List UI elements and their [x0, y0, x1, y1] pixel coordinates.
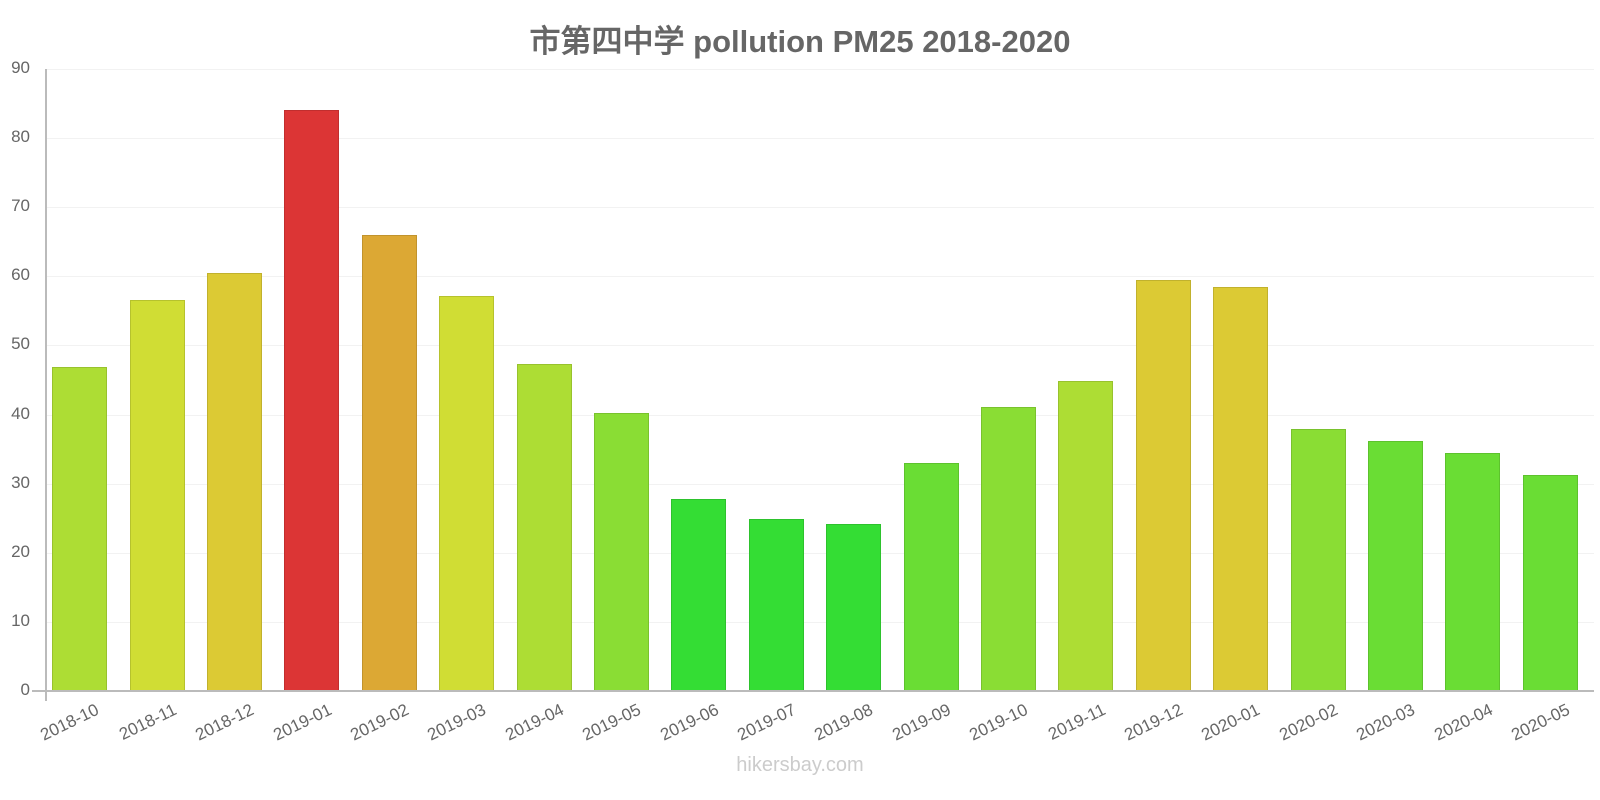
watermark: hikersbay.com: [736, 754, 864, 776]
y-tick-label: 20: [11, 541, 30, 561]
gridline: [46, 552, 1594, 554]
x-tick-label: 2018-12: [192, 700, 257, 745]
bar-2018-10[interactable]: [52, 366, 108, 691]
y-tick-label: 0: [20, 680, 30, 699]
x-tick-label: 2018-10: [37, 700, 103, 745]
bar-2019-08[interactable]: [826, 523, 882, 691]
bar-2019-01[interactable]: [284, 109, 340, 691]
bar-2019-12[interactable]: [1135, 279, 1191, 691]
x-tick-label: 2019-07: [734, 700, 799, 745]
y-tick-label: 40: [11, 403, 30, 423]
y-axis-line: [45, 69, 47, 701]
x-tick-label: 2019-05: [579, 700, 644, 745]
bar-2020-03[interactable]: [1368, 440, 1423, 691]
bar-2020-01[interactable]: [1213, 286, 1269, 691]
y-tick-label: 60: [11, 265, 30, 285]
bar-2020-04[interactable]: [1445, 453, 1501, 691]
bar-2018-12[interactable]: [207, 272, 262, 691]
y-tick-label: 80: [11, 127, 30, 147]
gridline: [46, 345, 1594, 347]
plot-area: [46, 69, 1594, 691]
bar-2019-05[interactable]: [594, 413, 649, 691]
y-tick-label: 10: [11, 610, 30, 630]
x-tick-label: 2020-02: [1276, 700, 1341, 745]
bar-2019-10[interactable]: [981, 406, 1036, 691]
x-tick-label: 2019-08: [811, 700, 877, 745]
bar-2019-11[interactable]: [1058, 380, 1114, 691]
x-tick-label: 2019-12: [1121, 700, 1186, 745]
x-tick-label: 2020-03: [1353, 700, 1418, 745]
x-tick-label: 2019-01: [269, 700, 335, 745]
x-tick-label: 2019-03: [424, 700, 490, 745]
y-tick-label: 90: [11, 58, 30, 77]
bar-2019-02[interactable]: [361, 234, 417, 691]
bar-2018-11[interactable]: [129, 299, 185, 691]
chart-title: 市第四中学 pollution PM25 2018-2020: [529, 24, 1071, 59]
x-tick-label: 2019-04: [502, 700, 567, 745]
gridline: [46, 276, 1594, 278]
gridline: [46, 483, 1594, 485]
y-tick-label: 50: [11, 334, 30, 354]
bar-2019-07[interactable]: [748, 518, 804, 691]
x-tick-label: 2020-04: [1430, 700, 1496, 745]
x-tick-label: 2018-11: [116, 700, 180, 744]
x-tick-label: 2019-02: [347, 700, 412, 745]
x-tick-label: 2019-11: [1044, 700, 1109, 744]
y-tick-label: 70: [11, 196, 30, 216]
x-tick-label: 2019-10: [966, 700, 1031, 745]
gridline: [46, 69, 1594, 70]
bar-2020-02[interactable]: [1290, 429, 1346, 691]
gridline: [46, 138, 1594, 140]
x-tick-label: 2019-06: [656, 700, 722, 745]
bar-2019-04[interactable]: [516, 364, 572, 691]
gridline: [46, 207, 1594, 209]
gridline: [46, 414, 1594, 416]
bar-2020-05[interactable]: [1522, 474, 1578, 691]
x-tick-label: 2020-01: [1198, 700, 1264, 745]
x-tick-label: 2019-09: [889, 700, 954, 745]
x-tick-label: 2020-05: [1508, 700, 1573, 745]
bar-2019-06[interactable]: [671, 498, 727, 691]
bar-2019-03[interactable]: [439, 295, 495, 691]
bar-2019-09[interactable]: [903, 462, 959, 691]
x-axis-line: [32, 690, 1594, 692]
y-tick-label: 30: [11, 472, 30, 492]
gridline: [46, 621, 1594, 623]
